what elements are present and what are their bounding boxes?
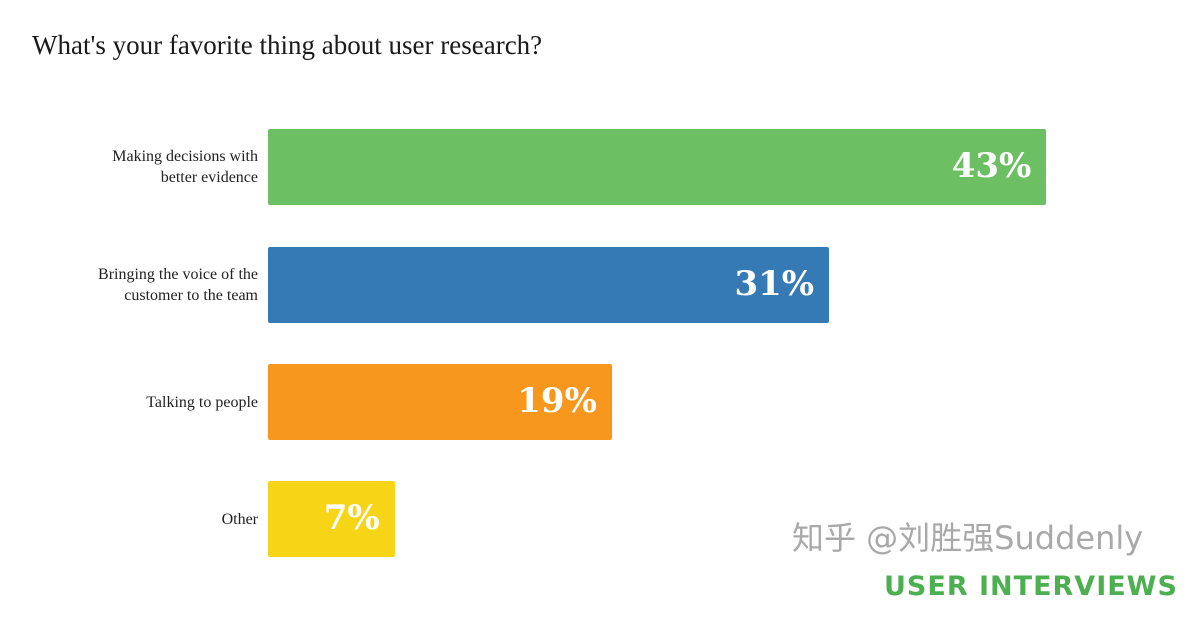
category-label-line: Other [221,510,258,528]
data-label: 19% [517,381,597,421]
data-label: 7% [323,498,380,538]
bar [268,247,830,323]
category-label: Bringing the voice of the customer to the… [18,264,258,306]
category-label-line: better evidence [160,169,258,186]
category-label: Other [18,509,258,530]
category-label-line: Making decisions with [112,148,258,165]
user-interviews-logo: USER INTERVIEWS [884,571,1178,602]
category-label-line: Bringing the voice of the [98,266,258,283]
category-label: Making decisions with better evidence [18,146,258,188]
category-label-line: Talking to people [146,393,258,411]
bar [268,129,1047,205]
category-label-line: customer to the team [124,287,258,304]
data-label: 43% [951,146,1032,186]
watermark: 知乎 @刘胜强Suddenly [792,519,1144,557]
category-label: Talking to people [18,392,258,413]
data-label: 31% [734,264,815,304]
bar [268,364,612,440]
bar [268,481,395,557]
chart-title: What's your favorite thing about user re… [32,30,543,60]
